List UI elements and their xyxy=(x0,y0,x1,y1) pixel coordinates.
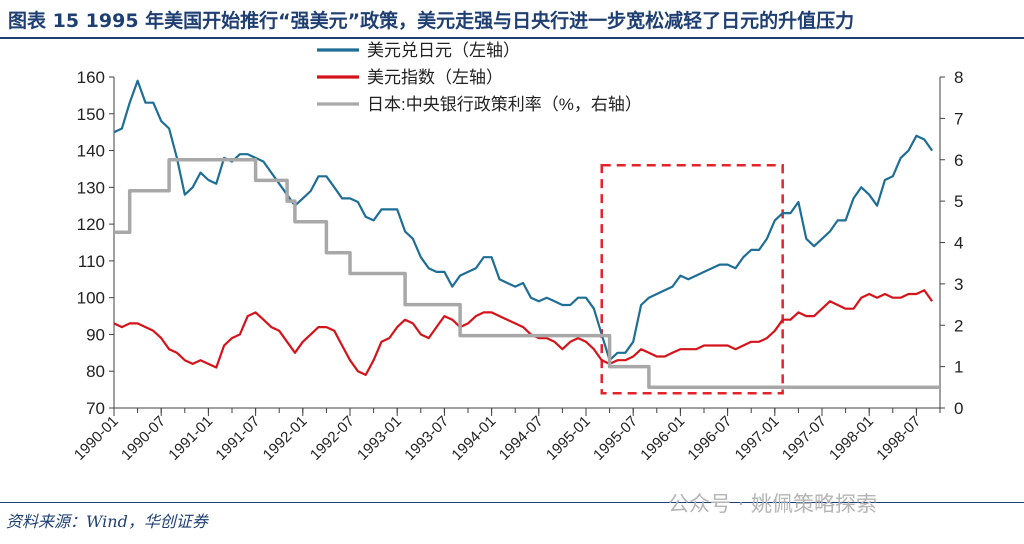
x-tick-label: 1997-01 xyxy=(732,413,783,464)
y-right-tick-label: 8 xyxy=(954,68,963,87)
legend: 美元兑日元（左轴） 美元指数（左轴） 日本:中央银行政策利率（%，右轴） xyxy=(317,41,642,114)
y-right-tick-label: 0 xyxy=(954,399,963,418)
page-title: 图表 15 1995 年美国开始推行“强美元”政策，美元走强与日央行进一步宽松减… xyxy=(8,10,855,32)
axes: 70 80 90 100 110 120 130 140 150 160 0 1 2 3 4 5 6 7 8 1990… xyxy=(71,68,964,464)
y-right-tick-label: 3 xyxy=(954,275,963,294)
legend-label: 美元指数（左轴） xyxy=(367,68,503,87)
x-tick-label: 1994-07 xyxy=(496,413,547,464)
source-divider xyxy=(0,502,1024,503)
x-tick-label: 1992-07 xyxy=(307,413,358,464)
x-tick-label: 1990-01 xyxy=(71,413,122,464)
title-bar: 图表 15 1995 年美国开始推行“强美元”政策，美元走强与日央行进一步宽松减… xyxy=(0,0,1024,39)
x-tick-label: 1993-01 xyxy=(354,413,405,464)
y-right-tick-label: 4 xyxy=(954,234,963,253)
x-tick-label: 1993-07 xyxy=(401,413,452,464)
series-boj-rate-line xyxy=(114,158,940,390)
y-left-tick-label: 140 xyxy=(77,142,105,161)
y-right-tick-label: 2 xyxy=(954,316,963,335)
y-left-tick-label: 70 xyxy=(86,399,105,418)
y-right-tick-label: 6 xyxy=(954,151,963,170)
x-tick-label: 1996-01 xyxy=(637,413,688,464)
series-usdjpy-line xyxy=(113,79,934,362)
x-tick-label: 1990-07 xyxy=(118,413,169,464)
legend-label: 美元兑日元（左轴） xyxy=(367,41,520,60)
y-right-tick-label: 5 xyxy=(954,192,963,211)
chart: 70 80 90 100 110 120 130 140 150 160 0 1 2 3 4 5 6 7 8 1990… xyxy=(71,41,964,464)
y-right-tick-label: 7 xyxy=(954,109,963,128)
x-tick-label: 1996-07 xyxy=(684,413,735,464)
x-tick-label: 1995-07 xyxy=(590,413,641,464)
y-left-tick-label: 80 xyxy=(86,362,105,381)
watermark: 公众号 · 姚佩策略探索 xyxy=(668,492,878,516)
y-left-tick-label: 90 xyxy=(86,325,105,344)
y-left-tick-label: 120 xyxy=(77,215,105,234)
title-divider xyxy=(0,37,1024,39)
series-group xyxy=(113,79,940,390)
x-tick-label: 1991-07 xyxy=(212,413,263,464)
source-note: 资料来源：Wind，华创证券 xyxy=(6,512,208,531)
x-tick-label: 1992-01 xyxy=(260,413,311,464)
y-left-tick-label: 160 xyxy=(77,68,105,87)
series-dxy-line xyxy=(113,289,933,376)
x-tick-label: 1994-01 xyxy=(448,413,499,464)
y-left-tick-label: 110 xyxy=(78,252,105,271)
legend-label: 日本:中央银行政策利率（%，右轴） xyxy=(367,95,642,114)
x-tick-label: 1998-01 xyxy=(826,413,877,464)
y-left-tick-label: 100 xyxy=(77,289,105,308)
y-right-tick-label: 1 xyxy=(954,358,963,377)
x-tick-label: 1998-07 xyxy=(873,413,924,464)
x-tick-label: 1991-01 xyxy=(165,413,216,464)
highlight-box-group xyxy=(600,164,784,395)
x-tick-label: 1997-07 xyxy=(779,413,830,464)
x-tick-label: 1995-01 xyxy=(543,413,594,464)
y-left-tick-label: 150 xyxy=(77,105,105,124)
y-left-tick-label: 130 xyxy=(77,178,105,197)
highlight-box xyxy=(600,164,784,395)
